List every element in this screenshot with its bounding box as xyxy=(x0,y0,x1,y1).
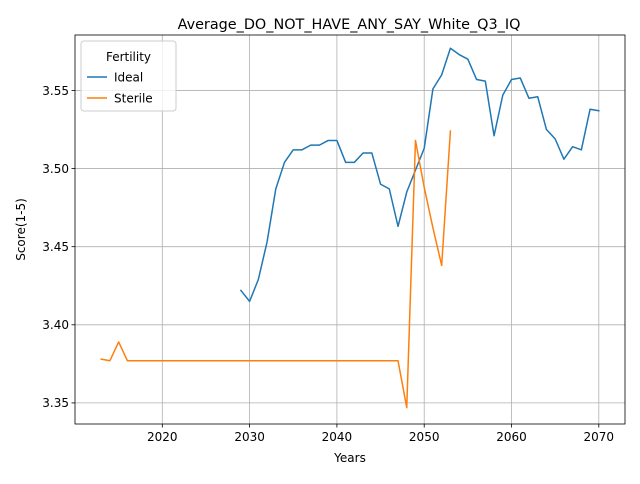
x-tick-label: 2040 xyxy=(322,430,353,444)
y-tick-label: 3.55 xyxy=(42,84,69,98)
y-tick-label: 3.40 xyxy=(42,318,69,332)
x-tick-label: 2030 xyxy=(234,430,265,444)
y-axis-label: Score(1-5) xyxy=(14,198,28,261)
y-tick-label: 3.45 xyxy=(42,240,69,254)
axis-ticks: 2020 2030 2040 2050 2060 2070 3.35 3.40 3.45 3.50… xyxy=(42,84,614,444)
legend-label-ideal: Ideal xyxy=(114,70,143,84)
x-axis-label: Years xyxy=(333,451,366,465)
legend-box xyxy=(80,40,177,112)
x-tick-label: 2070 xyxy=(584,430,615,444)
series-line-ideal xyxy=(239,47,600,303)
x-tick-label: 2060 xyxy=(496,430,527,444)
chart-title: Average_DO_NOT_HAVE_ANY_SAY_White_Q3_IQ xyxy=(178,17,521,33)
x-tick-label: 2050 xyxy=(409,430,440,444)
y-tick-label: 3.50 xyxy=(42,162,69,176)
grid-lines xyxy=(75,35,625,424)
series-lines xyxy=(100,47,600,409)
legend-title: Fertility xyxy=(106,50,151,64)
x-tick-label: 2020 xyxy=(147,430,178,444)
legend-label-sterile: Sterile xyxy=(114,91,153,105)
legend: Fertility Ideal Sterile xyxy=(80,40,177,112)
y-tick-label: 3.35 xyxy=(42,396,69,410)
series-line-sterile xyxy=(100,130,452,409)
plot-frame xyxy=(74,34,626,425)
